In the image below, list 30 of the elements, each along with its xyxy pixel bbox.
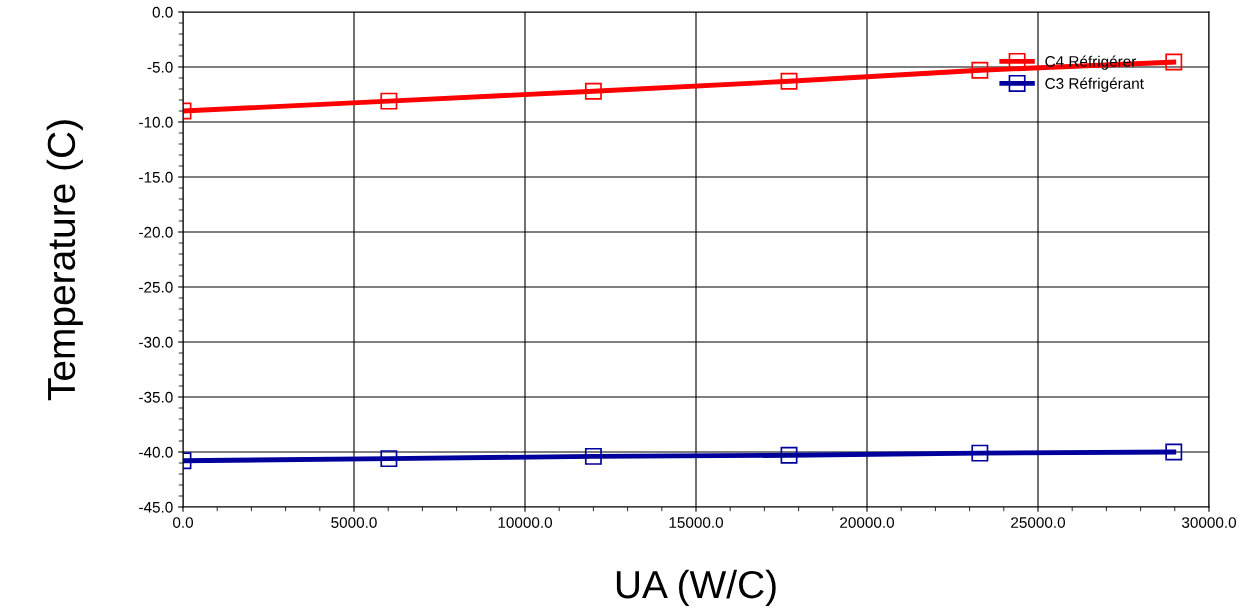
x-tick-label: 5000.0 bbox=[331, 517, 377, 528]
point bbox=[780, 446, 798, 464]
y-tick-label: -30.0 bbox=[139, 336, 173, 348]
y-axis-title: Temperature (C) bbox=[46, 120, 83, 401]
point bbox=[584, 82, 602, 100]
point bbox=[1165, 443, 1183, 461]
y-tick-label: 0.0 bbox=[152, 6, 173, 18]
x-tick-label: 15000.0 bbox=[669, 517, 724, 528]
x-tick-label: 20000.0 bbox=[840, 517, 895, 528]
x-tick-label: 30000.0 bbox=[1181, 517, 1237, 528]
x-axis-title: UA (W/C) bbox=[616, 569, 776, 607]
legend-label: C3 Réfrigérant bbox=[1045, 77, 1144, 92]
x-tick-label: 0.0 bbox=[172, 517, 194, 528]
y-tick-label: -25.0 bbox=[139, 281, 173, 293]
y-tick-label: -20.0 bbox=[139, 226, 173, 238]
x-tick-label: 10000.0 bbox=[498, 517, 553, 528]
y-tick-label: -15.0 bbox=[139, 171, 173, 183]
y-tick-label: -40.0 bbox=[139, 446, 173, 458]
y-tick-label: -45.0 bbox=[139, 501, 173, 513]
x-tick-label: 25000.0 bbox=[1011, 517, 1066, 528]
point bbox=[780, 72, 798, 90]
point bbox=[1165, 53, 1183, 71]
y-tick-label: -10.0 bbox=[139, 116, 173, 128]
point bbox=[971, 61, 989, 79]
y-tick-label: -35.0 bbox=[139, 391, 173, 403]
point bbox=[971, 444, 989, 462]
point bbox=[380, 92, 398, 110]
point bbox=[584, 447, 602, 465]
y-tick-label: -5.0 bbox=[147, 61, 173, 73]
point bbox=[380, 450, 398, 468]
